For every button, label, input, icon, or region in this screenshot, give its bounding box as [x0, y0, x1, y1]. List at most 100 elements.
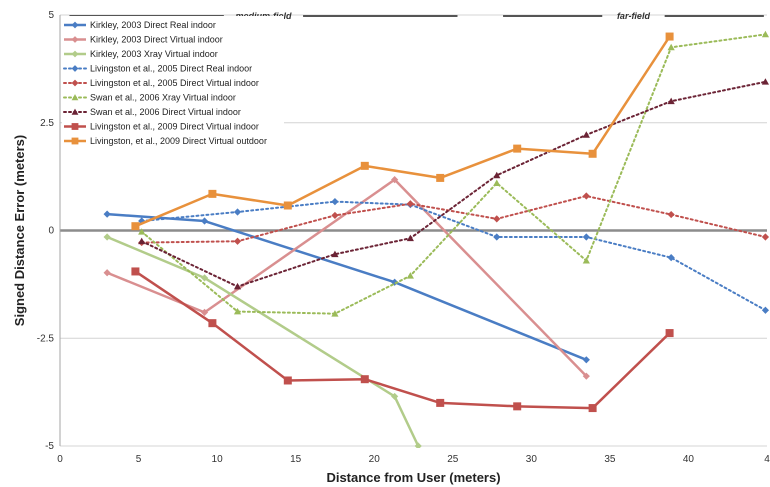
- y-tick-label: 5: [48, 10, 54, 21]
- data-point: [331, 211, 339, 220]
- data-point: [208, 319, 217, 328]
- y-tick-label: 0: [48, 226, 54, 237]
- data-point: [493, 233, 501, 241]
- data-point: [233, 282, 242, 290]
- legend-entry: Livingston et al., 2009 Direct Virtual i…: [90, 122, 259, 132]
- series-line: [134, 35, 671, 228]
- data-point: [233, 208, 242, 216]
- data-point: [406, 234, 414, 242]
- data-point: [436, 398, 445, 407]
- x-tick-label: 35: [604, 454, 616, 465]
- legend-entry: Kirkley, 2003 Direct Virtual indoor: [90, 35, 223, 45]
- data-point: [200, 308, 209, 316]
- series-6: [138, 78, 770, 290]
- series-line: [140, 195, 767, 244]
- x-axis-title: Distance from User (meters): [326, 470, 500, 485]
- series-2: [103, 233, 422, 448]
- series-7: [131, 267, 674, 413]
- data-point: [331, 250, 339, 258]
- x-tick-label: 40: [683, 454, 695, 465]
- legend-swatch-marker: [71, 36, 79, 43]
- data-point: [331, 310, 339, 317]
- x-tick-label: 30: [526, 454, 538, 465]
- data-point: [131, 267, 140, 276]
- legend-background: [62, 16, 284, 155]
- legend-swatch-marker: [71, 123, 79, 130]
- legend-entry: Kirkley, 2003 Direct Real indoor: [90, 20, 216, 30]
- x-tick-label: 10: [212, 454, 224, 465]
- data-point: [513, 402, 522, 411]
- x-tick-label: 25: [447, 454, 459, 465]
- data-point: [103, 233, 111, 241]
- data-point: [667, 210, 675, 219]
- axes-layer: -5 -2.5 0 2.5 5 0 5 10 15 20 25 30 35 40 4: [37, 10, 770, 465]
- legend-swatch-marker: [71, 79, 79, 87]
- data-point: [131, 222, 140, 231]
- data-point: [233, 237, 242, 245]
- data-point: [513, 144, 522, 153]
- legend-swatch-marker: [71, 50, 79, 58]
- data-point: [588, 149, 597, 158]
- data-point: [360, 161, 369, 170]
- y-axis-title: Signed Distance Error (meters): [12, 135, 27, 326]
- legend-entry: Swan et al., 2006 Xray Virtual indoor: [90, 93, 236, 103]
- data-point: [582, 356, 590, 364]
- series-1: [103, 176, 590, 380]
- data-point: [233, 307, 242, 315]
- data-point: [406, 200, 414, 208]
- series-0: [103, 210, 590, 364]
- legend-swatch-marker: [71, 65, 79, 72]
- data-point: [391, 176, 399, 184]
- data-point: [761, 306, 770, 314]
- legend-swatch-marker: [71, 108, 79, 115]
- data-point: [667, 97, 675, 105]
- series-line: [106, 178, 588, 378]
- legend-swatch-marker: [71, 137, 79, 145]
- x-tick-label: 0: [57, 454, 63, 465]
- data-point: [360, 375, 369, 384]
- data-point: [138, 237, 146, 245]
- data-point: [406, 272, 414, 279]
- legend-entry: Swan et al., 2006 Direct Virtual indoor: [90, 107, 241, 117]
- data-point: [414, 442, 422, 448]
- region-label: far-field: [617, 11, 651, 21]
- legend-entry: Livingston et al., 2005 Direct Real indo…: [90, 64, 252, 74]
- x-tick-label: 4: [764, 454, 770, 465]
- data-point: [391, 392, 399, 401]
- legend: Kirkley, 2003 Direct Real indoor Kirkley,…: [62, 16, 284, 155]
- data-point: [582, 372, 590, 380]
- data-point: [582, 192, 590, 200]
- data-point: [200, 217, 209, 225]
- data-point: [761, 30, 770, 38]
- data-point: [200, 274, 209, 282]
- x-tick-label: 20: [369, 454, 381, 465]
- legend-swatch-marker: [71, 94, 79, 101]
- series-5: [138, 30, 770, 317]
- data-point: [667, 254, 675, 262]
- series-line: [106, 235, 420, 447]
- series-8: [131, 32, 674, 231]
- legend-entry: Livingston et al., 2005 Direct Virtual i…: [90, 78, 259, 88]
- data-point: [493, 179, 501, 186]
- data-point: [208, 189, 217, 198]
- data-point: [761, 233, 770, 241]
- legend-swatch-marker: [71, 21, 79, 29]
- data-point: [761, 78, 770, 85]
- data-point: [331, 198, 339, 206]
- y-tick-label: -5: [45, 441, 54, 452]
- data-point: [493, 171, 501, 179]
- legend-entry: Kirkley, 2003 Xray Virtual indoor: [90, 49, 218, 59]
- x-tick-label: 15: [290, 454, 302, 465]
- data-point: [103, 210, 111, 218]
- series-line: [140, 33, 767, 315]
- data-point: [436, 173, 445, 182]
- series-4: [138, 192, 770, 247]
- series-line: [140, 80, 767, 288]
- data-point: [665, 329, 674, 338]
- data-point: [667, 43, 675, 51]
- data-point: [665, 32, 674, 41]
- series-line: [134, 270, 671, 410]
- x-tick-label: 5: [136, 454, 142, 465]
- data-point: [582, 257, 590, 264]
